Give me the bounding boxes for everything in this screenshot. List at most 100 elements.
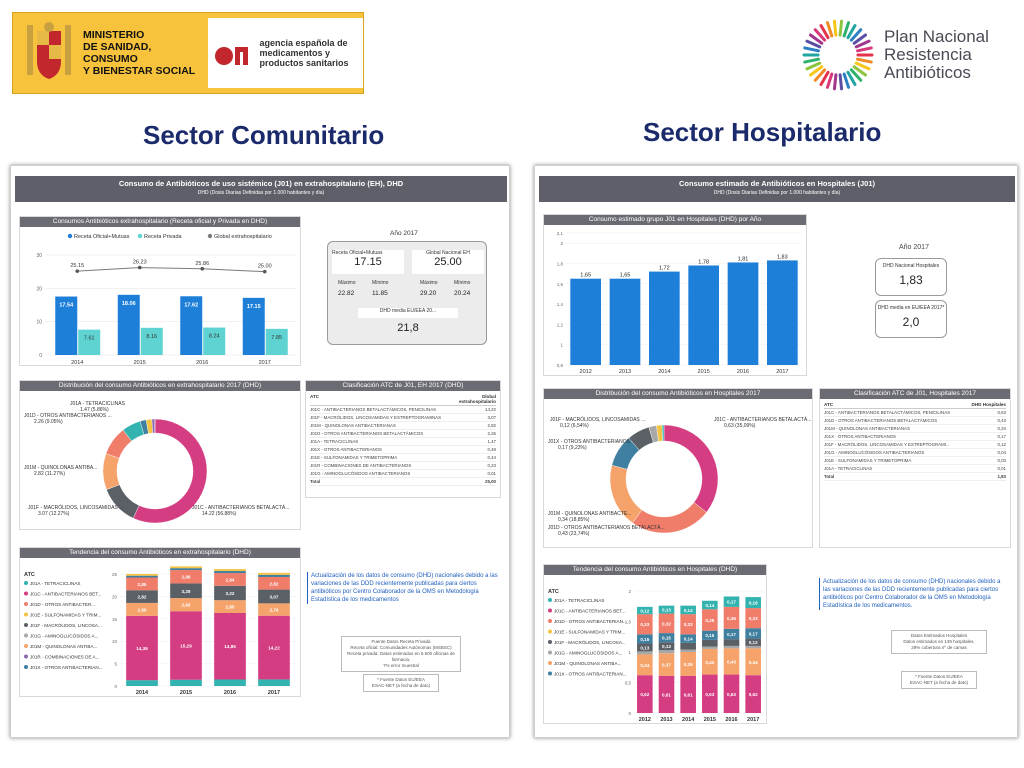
data-label: 1,72 xyxy=(659,266,670,272)
data-label: 3,22 xyxy=(226,591,235,596)
bar-private xyxy=(203,327,226,355)
data-label: 3,07 xyxy=(270,594,279,599)
table-row: J01C - ANTIBACTERIANOS BETALACTÁMICOS, P… xyxy=(310,406,496,414)
donut-value: 0,34 (18,85%) xyxy=(558,517,590,523)
stack-segment xyxy=(126,680,158,686)
stack-segment xyxy=(745,648,761,676)
community-donut-title: Distribución del consumo Antibióticos en… xyxy=(20,381,300,391)
hospital-bar-title: Consumo estimado grupo J01 en Hospitales… xyxy=(544,215,806,225)
data-label: 0,17 xyxy=(727,600,736,605)
atc-cell: J01A - TETRACICLINAS xyxy=(310,439,359,444)
donut-value: 2.26 (9.05%) xyxy=(34,419,63,425)
global-kpi-label: Global Nacional EH xyxy=(426,250,470,256)
y-tick-label: 1,5 xyxy=(625,620,632,625)
legend-marker xyxy=(548,661,552,665)
legend-marker xyxy=(24,654,28,659)
community-trend-chart: ATC J01A - TETRACICLINAS J01C - ANTIBACTER… xyxy=(24,566,296,696)
data-label: 0,18 xyxy=(749,601,758,606)
x-tick-label: 2013 xyxy=(660,717,672,723)
pran-logo: Plan Nacional Resistencia Antibióticos xyxy=(798,16,1008,94)
stack-segment xyxy=(680,652,696,676)
donut-slice xyxy=(106,484,140,519)
atc-cell: Total xyxy=(310,479,321,484)
stack-segment xyxy=(723,645,740,649)
community-trend-title: Tendencia del consumo Antibióticos en ex… xyxy=(20,548,300,558)
legend-marker xyxy=(548,629,552,634)
legend-marker xyxy=(548,650,552,655)
data-label: 0,61 xyxy=(684,692,693,697)
data-label: 7.61 xyxy=(84,336,95,342)
donut-label: J01F - MACRÓLIDOS, LINCOSAMIDAS ... xyxy=(28,504,123,511)
ring-segment xyxy=(842,72,851,89)
official-max-label: Máximo xyxy=(338,280,356,286)
value-cell: 0,63 xyxy=(997,410,1006,415)
data-label: 0,36 xyxy=(727,616,736,621)
stack-segment xyxy=(258,679,290,686)
legend-label: J01X - OTROS ANTIBACTERIAN... xyxy=(554,672,627,677)
legend-marker xyxy=(548,608,552,613)
legend-label: J01E - SULFONAMIDAS Y TRIM... xyxy=(554,630,625,635)
ring-segment xyxy=(805,39,822,49)
y-tick-label: 5 xyxy=(114,662,117,667)
community-trend-card: Tendencia del consumo Antibióticos en ex… xyxy=(19,547,301,697)
stack-segment xyxy=(170,566,202,569)
donut-label: J01C - ANTIBACTERIANOS BETALACTÁ... xyxy=(192,504,289,511)
ring-segment xyxy=(849,28,863,42)
stack-segment xyxy=(702,639,718,647)
community-atc-table: Clasificación ATC de J01, EH 2017 (DHD) … xyxy=(305,380,501,498)
stack-segment xyxy=(637,634,653,644)
global-kpi-value: 25.00 xyxy=(434,256,462,268)
ring-segment xyxy=(838,19,844,37)
coat-of-arms-icon xyxy=(23,21,75,85)
donut-value: 1.47 (5.86%) xyxy=(80,407,109,413)
value-cell: 0,01 xyxy=(487,471,496,476)
stack-segment xyxy=(680,605,696,615)
legend-label: J01D - OTROS ANTIBACTERIAN... xyxy=(554,619,627,624)
y-tick-label: 1,6 xyxy=(557,282,564,287)
data-label: 2,85 xyxy=(226,605,235,610)
global-point xyxy=(200,267,205,271)
stack-segment xyxy=(702,646,718,649)
global-kpi: Global Nacional EH 25.00 xyxy=(412,250,484,274)
table-row: J01F - MACRÓLIDOS, LINCOSAMIDAS Y ESTREP… xyxy=(310,414,496,422)
community-kpi-year: Año 2017 xyxy=(390,230,418,237)
stack-segment xyxy=(214,679,246,686)
global-max-label: Máximo xyxy=(420,280,438,286)
x-tick-label: 2016 xyxy=(196,360,208,366)
stack-segment xyxy=(126,590,158,603)
legend-label: J01F - MACRÓLIDOS, LINCOSA... xyxy=(30,622,102,628)
ring-segment xyxy=(813,28,827,42)
x-tick-label: 2016 xyxy=(737,369,749,375)
legend-marker xyxy=(24,665,28,669)
bar-private xyxy=(265,328,288,355)
x-tick-label: 2014 xyxy=(71,360,83,366)
ministry-line: MINISTERIO xyxy=(83,29,145,41)
table-row: J01D - OTROS ANTIBACTERIANOS BETALACTÁMI… xyxy=(824,417,1006,425)
data-label: 1,78 xyxy=(698,259,709,265)
stack-segment xyxy=(723,606,740,629)
donut-label: J01D - OTROS ANTIBACTERIANOS ... xyxy=(24,413,112,419)
x-tick-label: 2012 xyxy=(639,717,651,723)
stack-segment xyxy=(258,615,290,680)
column-header: ATC xyxy=(824,402,834,407)
atc-cell: J01X - OTROS ANTIBACTERIANOS xyxy=(310,447,382,452)
footnote-line: * Fuente Datos EU/EEA xyxy=(915,674,963,679)
data-label: 0,17 xyxy=(749,631,758,636)
data-label: 26.23 xyxy=(133,260,147,266)
stack-segment xyxy=(658,653,675,676)
y-tick-label: 1 xyxy=(628,650,631,655)
aemps-logo: agencia española de medicamentos y produ… xyxy=(207,18,363,88)
pran-line: Resistencia xyxy=(884,45,972,64)
table-row: J01R - COMBINACIONES DE ANTIBACTERIANOS 0… xyxy=(310,462,496,470)
stack-segment xyxy=(126,615,158,681)
data-label: 17.62 xyxy=(184,302,198,308)
legend-marker xyxy=(24,623,28,627)
table-row: J01M - QUINOLONAS ANTIBACTERIANAS 0,34 xyxy=(824,425,1006,433)
stack-segment xyxy=(170,570,202,584)
stack-segment xyxy=(637,675,653,713)
x-tick-label: 2013 xyxy=(619,369,631,375)
bar-hospital xyxy=(609,278,641,365)
legend-marker xyxy=(548,671,552,676)
table-row: Total 25,00 xyxy=(310,478,496,486)
official-max-value: 22.82 xyxy=(338,290,355,297)
